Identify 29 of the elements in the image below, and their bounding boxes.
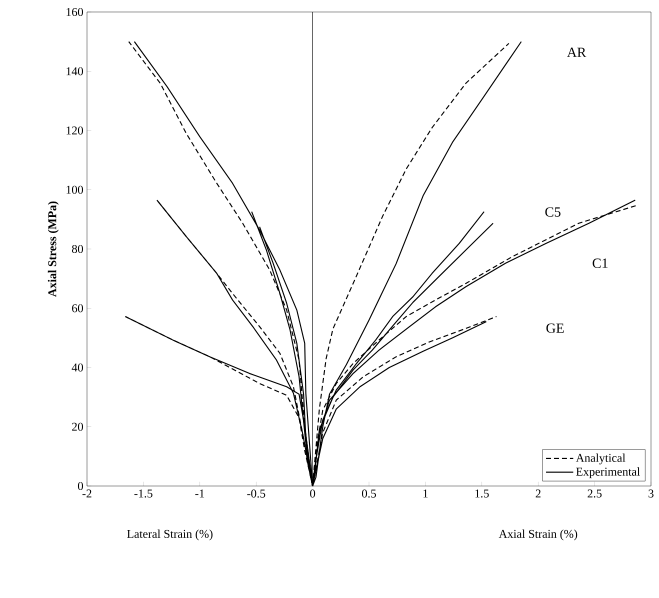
y-tick-label: 60: [72, 304, 84, 312]
x-tick-label: -1.5: [134, 490, 152, 498]
x-tick-label: -2: [82, 490, 92, 498]
x-tick-label: 2.5: [588, 490, 602, 498]
x-tick-label: 1.5: [475, 490, 489, 498]
y-tick-label: 140: [66, 67, 84, 76]
annotation: AR: [567, 48, 586, 57]
x-tick-label: -1: [195, 490, 204, 498]
y-tick-label: 20: [72, 422, 84, 431]
x-axis-title: Lateral Strain (%): [127, 530, 213, 540]
text: Axial Strain (%): [498, 530, 578, 540]
y-tick-label: 80: [72, 244, 84, 254]
y-tick-label: 120: [66, 126, 84, 135]
x-tick-label: 1: [423, 490, 428, 498]
x-tick-label: 0.5: [362, 490, 376, 498]
annotation: C5: [545, 207, 560, 217]
y-tick-label: 0: [78, 482, 84, 490]
x-tick-label: 2: [536, 490, 541, 498]
legend-label: Analytical: [576, 454, 626, 464]
y-tick-label: 40: [72, 363, 84, 372]
annotation: GE: [546, 323, 564, 333]
y-axis-title: Axial Stress (MPa): [48, 202, 59, 297]
legend-label: Experimental: [576, 467, 640, 478]
x-tick-label: 3: [648, 490, 654, 498]
y-tick-label: 100: [66, 186, 84, 194]
annotation: C1: [592, 258, 608, 268]
x-tick-label: 0: [310, 490, 316, 498]
y-tick-label: 160: [66, 8, 84, 16]
x-tick-label: -0.5: [247, 490, 266, 498]
